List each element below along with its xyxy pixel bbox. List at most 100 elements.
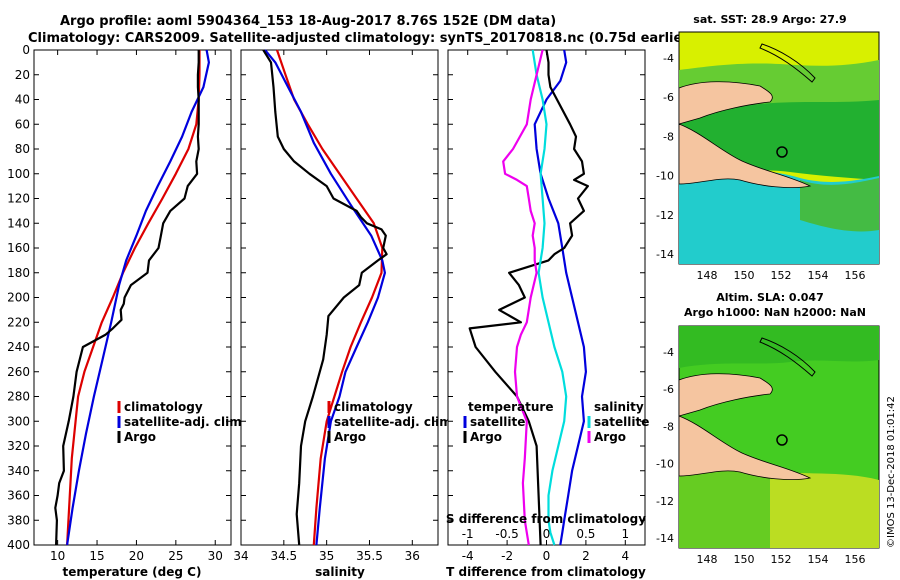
new-britain-island — [678, 81, 773, 125]
sla-map: Altim. SLA: 0.047 Argo h1000: NaN h2000:… — [656, 291, 880, 566]
series-climatology — [66, 50, 201, 546]
lon-label: 150 — [734, 269, 755, 282]
legend-heading-temperature: temperature — [468, 400, 553, 414]
s-tick-label: -1 — [462, 527, 474, 541]
s-tick-label: 0.5 — [576, 527, 595, 541]
y-tick-label: 300 — [7, 414, 30, 428]
y-tick-label: 0 — [22, 43, 30, 57]
salinity-tick-labels: 34 34.5 35 35.5 36 — [233, 49, 438, 563]
sst-map: sat. SST: 28.9 Argo: 27.9 -4 -6 -8 -10 -12 -1… — [656, 13, 880, 282]
lat-label: -6 — [663, 383, 674, 396]
salinity-panel: 34 34.5 35 35.5 36 climatology satellite-adj… — [233, 49, 456, 579]
new-britain-island — [678, 373, 773, 417]
y-tick-label: 200 — [7, 291, 30, 305]
salinity-axes — [240, 49, 439, 546]
lat-label: -14 — [656, 532, 674, 545]
sst-land — [678, 43, 816, 188]
y-tick-label: 240 — [7, 340, 30, 354]
y-tick-label: 40 — [15, 93, 30, 107]
lon-label: 154 — [808, 269, 829, 282]
x-tick-label: 30 — [208, 549, 223, 563]
y-tick-label: 280 — [7, 390, 30, 404]
lat-label: -4 — [663, 346, 674, 359]
temperature-series — [54, 49, 210, 546]
legend-label-climatology: climatology — [124, 400, 203, 414]
x-tick-label: 35 — [319, 549, 334, 563]
y-tick-label: 80 — [15, 142, 30, 156]
difference-panel: -4 -2 0 2 4 temperature satellite Argo salin… — [446, 49, 649, 579]
x-tick-label: 35.5 — [356, 549, 383, 563]
sla-land — [678, 337, 816, 480]
s-tick-label: 1 — [621, 527, 629, 541]
credit-stamp: ©IMOS 13-Dec-2018 01:01:42 — [886, 396, 897, 548]
y-tick-label: 360 — [7, 489, 30, 503]
legend-label-s-satellite: satellite — [594, 415, 649, 429]
lon-label: 148 — [697, 269, 718, 282]
y-tick-label: 340 — [7, 464, 30, 478]
y-tick-label: 220 — [7, 315, 30, 329]
sla-north-band — [679, 326, 879, 368]
lat-label: -12 — [656, 495, 674, 508]
lat-label: -10 — [656, 170, 674, 183]
s-difference-tick-labels: -1 -0.5 0 0.5 1 — [462, 527, 629, 541]
title-line-1: Argo profile: aoml 5904364_153 18-Aug-20… — [60, 14, 556, 29]
sla-field — [679, 326, 879, 548]
series-satellite-adj-clim- — [66, 49, 210, 546]
series-salinity-satellite — [531, 49, 568, 546]
sla-southwest-patch — [679, 466, 770, 548]
legend-label-satellite: satellite-adj. clim. — [124, 415, 246, 429]
legend-label-t-argo: Argo — [470, 430, 502, 444]
legend-label-satellite: satellite-adj. clim. — [334, 415, 456, 429]
sla-map-title-1: Altim. SLA: 0.047 — [716, 291, 823, 304]
new-guinea-coast — [678, 415, 812, 480]
legend-heading-salinity: salinity — [594, 400, 644, 414]
sst-longitude-labels: 148 150 152 154 156 — [697, 269, 866, 282]
legend-label-t-satellite: satellite — [470, 415, 525, 429]
y-tick-label: 160 — [7, 241, 30, 255]
legend-label-s-argo: Argo — [594, 430, 626, 444]
y-tick-label: 320 — [7, 439, 30, 453]
lon-label: 150 — [734, 553, 755, 566]
series-temperature-satellite — [533, 49, 588, 546]
x-tick-label: 10 — [50, 549, 65, 563]
sla-south-yellow — [760, 470, 879, 548]
series-salinity-argo — [502, 49, 544, 546]
x-tick-label: 0 — [543, 549, 551, 563]
legend-label-argo: Argo — [124, 430, 156, 444]
y-tick-label: 400 — [7, 538, 30, 552]
new-ireland-outline — [759, 337, 816, 377]
sst-marker — [776, 146, 788, 158]
lat-label: -8 — [663, 130, 674, 143]
x-tick-label: 15 — [89, 549, 104, 563]
series-satellite-adj-clim- — [264, 49, 386, 546]
sst-mix-patch — [800, 178, 879, 232]
sst-map-title: sat. SST: 28.9 Argo: 27.9 — [693, 13, 846, 26]
y-tick-label: 140 — [7, 216, 30, 230]
x-tick-label: 20 — [129, 549, 144, 563]
lon-label: 154 — [808, 553, 829, 566]
lat-label: -4 — [663, 52, 674, 65]
temperature-panel: 0 20 40 60 80 100 120 140 160 180 200 220 240 260 280 3… — [7, 43, 246, 579]
lon-label: 156 — [845, 269, 866, 282]
t-difference-axis-label: T difference from climatology — [446, 565, 646, 579]
series-climatology — [275, 49, 384, 546]
x-tick-label: 4 — [621, 549, 629, 563]
salinity-legend: climatology satellite-adj. clim. Argo — [327, 400, 456, 444]
lat-label: -10 — [656, 458, 674, 471]
x-tick-label: 36 — [405, 549, 420, 563]
y-tick-label: 260 — [7, 365, 30, 379]
lat-label: -8 — [663, 420, 674, 433]
x-tick-label: 25 — [168, 549, 183, 563]
difference-legend-temperature: temperature satellite Argo — [463, 400, 553, 444]
lon-label: 152 — [771, 269, 792, 282]
sla-longitude-labels: 148 150 152 154 156 — [697, 553, 866, 566]
title-line-2: Climatology: CARS2009. Satellite-adjuste… — [28, 31, 695, 46]
y-tick-label: 60 — [15, 117, 30, 131]
salinity-series — [262, 49, 388, 546]
lon-label: 156 — [845, 553, 866, 566]
salinity-axis-label: salinity — [315, 565, 365, 579]
y-tick-label: 380 — [7, 513, 30, 527]
legend-label-climatology: climatology — [334, 400, 413, 414]
new-ireland-outline — [759, 43, 816, 83]
